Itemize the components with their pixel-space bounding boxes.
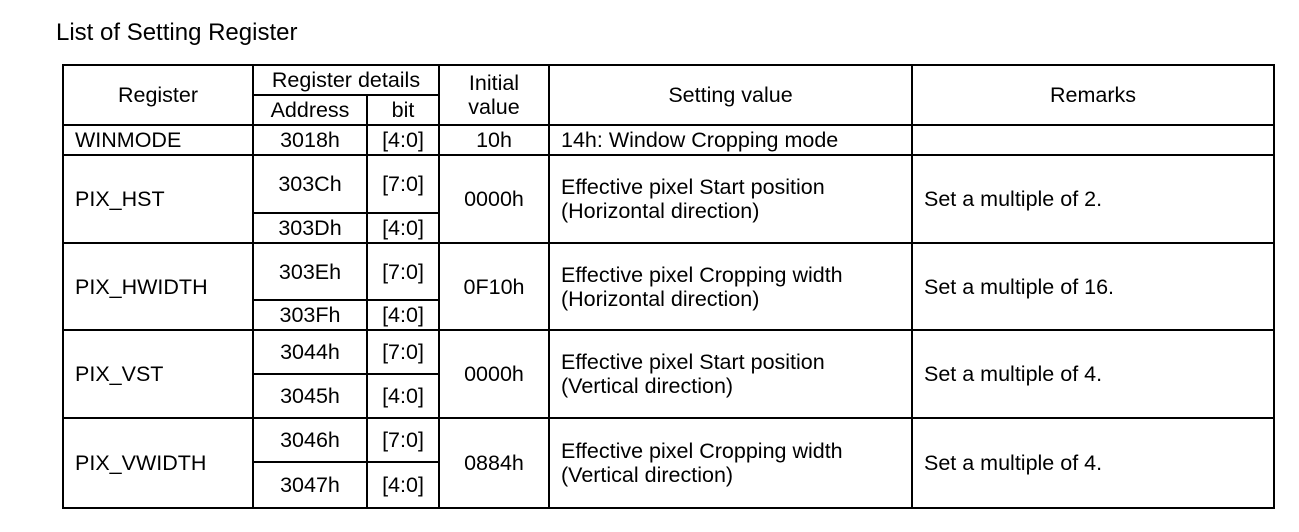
initial-value: 10h	[438, 124, 550, 156]
register-bit: [4:0]	[366, 373, 440, 419]
setting-value-line1: Effective pixel Start position	[561, 350, 825, 374]
table-row: 3045h [4:0]	[63, 373, 1274, 419]
register-address: 303Fh	[252, 299, 368, 331]
register-bit: [4:0]	[366, 124, 440, 156]
remarks: Set a multiple of 16.	[911, 242, 1275, 331]
header-setting-value: Setting value	[548, 64, 913, 126]
table-row: PIX_HST 303Ch [7:0] 0000h Effective pixe…	[62, 154, 1275, 244]
setting-value-line1: Effective pixel Cropping width	[561, 262, 843, 287]
register-name: PIX_HST	[62, 154, 254, 244]
header-remarks: Remarks	[911, 64, 1275, 126]
remarks: Set a multiple of 2.	[911, 154, 1275, 244]
setting-value-line2: (Horizontal direction)	[561, 286, 760, 311]
header-initial-line1: Initial	[468, 71, 520, 95]
initial-value: 0000h	[438, 154, 550, 244]
header-register-details: Register details	[252, 64, 440, 96]
header-register: Register	[62, 64, 254, 126]
register-bit: [7:0]	[366, 329, 440, 375]
register-address: 3018h	[252, 124, 368, 156]
register-address: 303Dh	[252, 212, 368, 244]
register-address: 303Eh	[252, 242, 368, 301]
table-row: WINMODE 3018h [4:0] 10h 14h: Window Crop…	[62, 124, 1275, 156]
table-row: 3047h [4:0]	[63, 461, 1274, 509]
register-address: 3044h	[252, 329, 368, 375]
register-bit: [4:0]	[366, 212, 440, 244]
register-table: Register Register details Initial value …	[62, 64, 1275, 509]
setting-value-line2: (Vertical direction)	[561, 463, 734, 487]
header-initial-value: Initial value	[438, 64, 550, 126]
remarks: Set a multiple of 4.	[911, 417, 1275, 509]
register-address: 3045h	[252, 373, 368, 419]
setting-value-line1: Effective pixel Cropping width	[561, 439, 843, 463]
initial-value: 0000h	[438, 329, 550, 419]
header-address: Address	[252, 94, 368, 126]
setting-value: 14h: Window Cropping mode	[548, 124, 913, 156]
register-bit: [7:0]	[366, 242, 440, 301]
table-row: 303Dh [4:0]	[63, 212, 1274, 244]
initial-value: 0884h	[438, 417, 550, 509]
register-address: 3046h	[252, 417, 368, 463]
page-title: List of Setting Register	[56, 19, 298, 46]
remarks: Set a multiple of 4.	[911, 329, 1275, 419]
register-name: PIX_VWIDTH	[62, 417, 254, 509]
setting-value: Effective pixel Start position (Vertical…	[548, 329, 913, 419]
register-bit: [4:0]	[366, 461, 440, 509]
setting-value-line1: Effective pixel Start position	[561, 175, 825, 199]
table-row: PIX_HWIDTH 303Eh [7:0] 0F10h Effective p…	[62, 242, 1275, 331]
register-name: PIX_HWIDTH	[62, 242, 254, 331]
setting-value: Effective pixel Cropping width (Horizont…	[548, 242, 913, 331]
initial-value: 0F10h	[438, 242, 550, 331]
register-name: PIX_VST	[62, 329, 254, 419]
table-row: 303Fh [4:0]	[63, 299, 1274, 331]
register-address: 303Ch	[252, 154, 368, 214]
setting-value: Effective pixel Start position (Horizont…	[548, 154, 913, 244]
table-row: PIX_VST 3044h [7:0] 0000h Effective pixe…	[62, 329, 1275, 419]
register-bit: [7:0]	[366, 154, 440, 214]
register-bit: [4:0]	[366, 299, 440, 331]
register-bit: [7:0]	[366, 417, 440, 463]
setting-value-line2: (Horizontal direction)	[561, 199, 760, 223]
setting-value: Effective pixel Cropping width (Vertical…	[548, 417, 913, 509]
header-bit: bit	[366, 94, 440, 126]
header-initial-line2: value	[468, 95, 520, 119]
remarks	[911, 124, 1275, 156]
register-name: WINMODE	[62, 124, 254, 156]
table-row: PIX_VWIDTH 3046h [7:0] 0884h Effective p…	[62, 417, 1275, 509]
register-address: 3047h	[252, 461, 368, 509]
setting-value-line2: (Vertical direction)	[561, 374, 734, 398]
